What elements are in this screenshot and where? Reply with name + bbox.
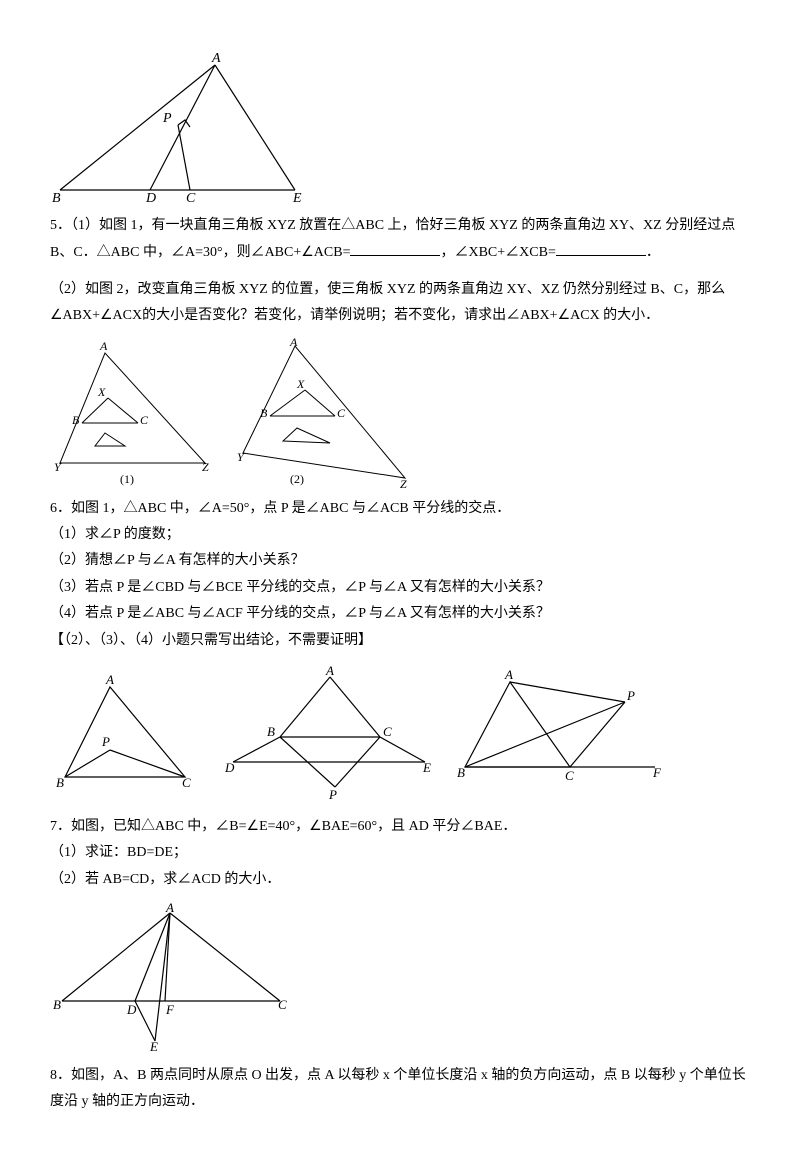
fig1-label-C: C (186, 191, 196, 205)
fig5-cap1: (1) (120, 472, 134, 486)
svg-text:E: E (149, 1039, 158, 1051)
svg-text:F: F (652, 765, 662, 780)
svg-text:A: A (99, 339, 108, 353)
svg-text:C: C (278, 997, 287, 1012)
svg-text:P: P (101, 734, 110, 749)
svg-text:B: B (56, 775, 64, 790)
q5-part2-line2: ∠ABX+∠ACX的大小是否变化？若变化，请举例说明；若不变化，请求出∠ABX+… (50, 305, 750, 327)
fig1-label-P: P (162, 111, 172, 126)
q6-intro: 6．如图 1，△ABC 中，∠A=50°，点 P 是∠ABC 与∠ACB 平分线… (50, 498, 750, 520)
q5-part1-line2: B、C．△ABC 中，∠A=30°，则∠ABC+∠ACB=，∠XBC+∠XCB=… (50, 241, 750, 264)
svg-text:C: C (140, 413, 149, 427)
svg-text:C: C (383, 724, 392, 739)
q8-line2: 度沿 y 轴的正方向运动． (50, 1091, 750, 1113)
q6-s4: （4）若点 P 是∠ABC 与∠ACF 平分线的交点，∠P 与∠A 又有怎样的大… (50, 603, 750, 625)
svg-text:A: A (325, 663, 334, 678)
q6-s2: （2）猜想∠P 与∠A 有怎样的大小关系？ (50, 550, 750, 572)
svg-text:D: D (224, 760, 235, 775)
fig1-label-D: D (145, 191, 156, 205)
q8-line1: 8．如图，A、B 两点同时从原点 O 出发，点 A 以每秒 x 个单位长度沿 x… (50, 1065, 750, 1087)
svg-text:X: X (296, 377, 305, 391)
q5-blank1[interactable] (350, 241, 440, 256)
svg-text:B: B (72, 413, 80, 427)
q6-s3: （3）若点 P 是∠CBD 与∠BCE 平分线的交点，∠P 与∠A 又有怎样的大… (50, 577, 750, 599)
figure-q4: A B D C E P (50, 50, 750, 205)
svg-text:D: D (126, 1002, 137, 1017)
svg-text:B: B (260, 406, 268, 420)
svg-text:P: P (626, 688, 635, 703)
fig5-cap2: (2) (290, 472, 304, 486)
svg-text:A: A (289, 338, 298, 349)
svg-text:C: C (337, 406, 346, 420)
q5-part2-line1: （2）如图 2，改变直角三角板 XYZ 的位置，使三角板 XYZ 的两条直角边 … (50, 279, 750, 301)
svg-text:B: B (457, 765, 465, 780)
svg-text:P: P (328, 787, 337, 802)
figure-q6: A B C P A B C D E P A B C F P (50, 662, 750, 802)
svg-text:F: F (165, 1002, 175, 1017)
svg-text:B: B (53, 997, 61, 1012)
q7-s2: （2）若 AB=CD，求∠ACD 的大小． (50, 869, 750, 891)
figure-q7: A B D F C E (50, 901, 750, 1051)
q6-note: 【（2）、（3）、（4）小题只需写出结论，不需要证明】 (50, 630, 750, 652)
fig1-label-B: B (52, 191, 61, 205)
svg-text:X: X (97, 385, 106, 399)
q7-intro: 7．如图，已知△ABC 中，∠B=∠E=40°，∠BAE=60°，且 AD 平分… (50, 816, 750, 838)
q7-s1: （1）求证：BD=DE； (50, 842, 750, 864)
svg-text:C: C (565, 768, 574, 783)
svg-text:Z: Z (400, 477, 407, 488)
q5-blank2[interactable] (556, 241, 646, 256)
svg-text:A: A (504, 667, 513, 682)
svg-text:A: A (105, 672, 114, 687)
q6-s1: （1）求∠P 的度数； (50, 524, 750, 546)
svg-text:C: C (182, 775, 191, 790)
svg-text:A: A (165, 901, 174, 915)
fig1-label-A: A (211, 51, 221, 66)
svg-text:Z: Z (202, 460, 209, 474)
svg-text:B: B (267, 724, 275, 739)
fig1-label-E: E (292, 191, 302, 205)
q5-part1-line1: 5．（1）如图 1，有一块直角三角板 XYZ 放置在△ABC 上，恰好三角板 X… (50, 215, 750, 237)
svg-text:E: E (422, 760, 431, 775)
figure-q5: A X B C Y Z (1) A X B C Y Z (2) (50, 338, 750, 488)
